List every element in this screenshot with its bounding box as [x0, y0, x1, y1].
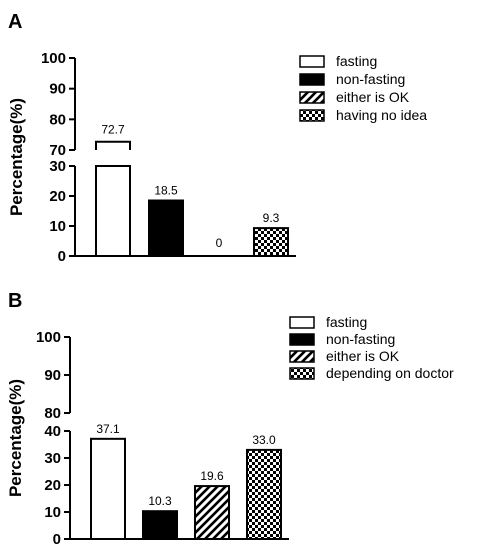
b-tick-label: 80 [44, 405, 61, 422]
b-data-label-2: 19.6 [200, 469, 224, 483]
a-legend-swatch-1 [299, 73, 325, 86]
b-data-label-0: 37.1 [96, 422, 120, 436]
a-legend-swatch-3 [299, 109, 325, 122]
b-bar-0 [90, 437, 126, 540]
a-y-axis-label: Percentage(%) [7, 98, 26, 216]
a-legend-label-0: fasting [336, 53, 377, 69]
b-y-axis-label: Percentage(%) [6, 379, 25, 497]
b-tick-label: 20 [44, 477, 61, 494]
a-tick-label: 70 [49, 142, 66, 159]
b-data-label-1: 10.3 [148, 494, 172, 508]
a-tick-label: 80 [49, 111, 66, 128]
a-data-label-2: 0 [216, 236, 223, 250]
b-tick-label: 90 [44, 367, 61, 384]
a-legend-swatch-2 [299, 91, 325, 104]
a-tick-label: 30 [49, 158, 66, 175]
a-legend-swatch-0 [299, 55, 325, 68]
b-tick-label: 10 [44, 504, 61, 521]
a-bar-1 [148, 199, 184, 257]
a-tick-label: 10 [49, 218, 66, 235]
b-legend-label-3: depending on doctor [326, 365, 454, 381]
a-data-label-3: 9.3 [263, 211, 280, 225]
a-tick-label: 90 [49, 81, 66, 98]
a-bar-3 [253, 227, 289, 258]
b-legend-label-1: non-fasting [326, 331, 395, 347]
a-tick-label: 20 [49, 188, 66, 205]
a-data-label-0: 72.7 [101, 123, 125, 137]
a-tick-label: 0 [58, 248, 66, 265]
b-bar-2 [194, 485, 230, 540]
a-data-label-1: 18.5 [154, 184, 178, 198]
b-tick-label: 30 [44, 450, 61, 467]
b-bar-3 [246, 448, 282, 540]
a-legend-label-3: having no idea [336, 107, 427, 123]
b-legend-swatch-1 [289, 333, 315, 346]
b-legend-swatch-3 [289, 367, 315, 380]
b-legend-swatch-0 [289, 316, 315, 329]
a-tick-label: 100 [41, 50, 66, 67]
panel-b-letter: B [8, 290, 22, 312]
a-legend-label-2: either is OK [336, 89, 410, 105]
panel-a-letter: A [8, 11, 22, 33]
b-bar-1 [142, 510, 178, 541]
a-legend-label-1: non-fasting [336, 71, 405, 87]
b-legend-label-0: fasting [326, 314, 367, 330]
b-tick-label: 0 [53, 531, 61, 548]
a-bar-0-top [95, 140, 131, 150]
b-legend-label-2: either is OK [326, 348, 400, 364]
b-tick-label: 40 [44, 423, 61, 440]
b-data-label-3: 33.0 [252, 433, 276, 447]
b-legend-swatch-2 [289, 350, 315, 363]
b-tick-label: 100 [36, 329, 61, 346]
a-bar-0 [95, 165, 131, 257]
